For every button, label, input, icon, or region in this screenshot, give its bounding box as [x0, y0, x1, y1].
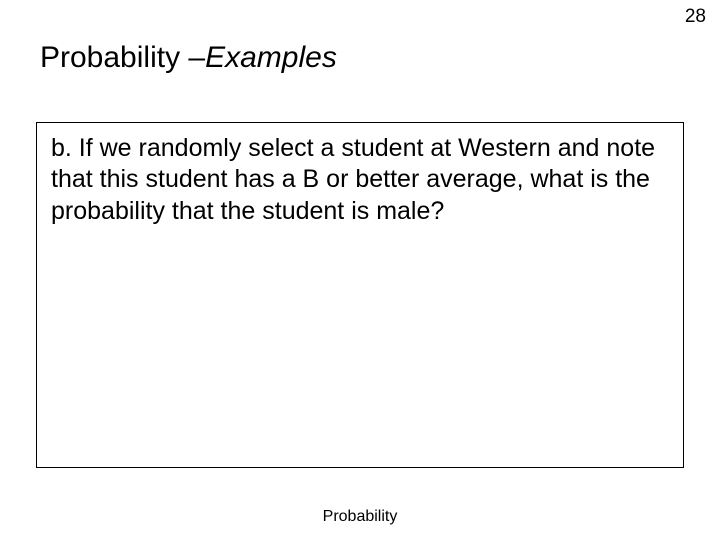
slide-title: Probability – Examples	[36, 34, 644, 82]
content-box: b. If we randomly select a student at We…	[36, 122, 684, 468]
body-text: b. If we randomly select a student at We…	[51, 133, 669, 227]
footer-label: Probability	[0, 508, 720, 526]
title-italic: Examples	[205, 41, 337, 75]
title-prefix: Probability –	[40, 41, 205, 75]
page-number: 28	[685, 6, 706, 28]
